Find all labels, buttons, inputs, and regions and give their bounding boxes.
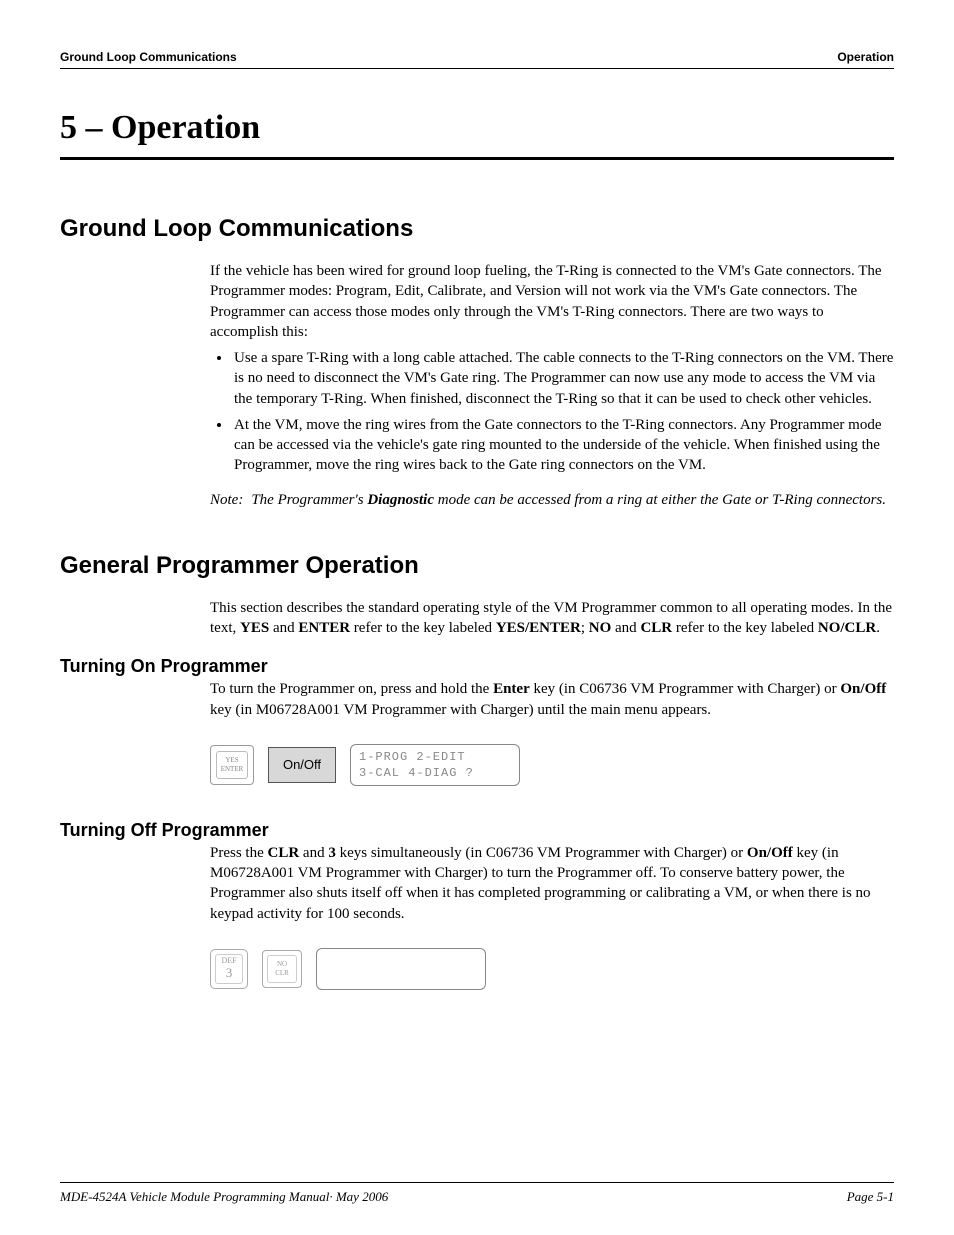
key-3-icon: DEF 3 xyxy=(210,949,248,989)
key-ref-enter: Enter xyxy=(493,681,530,697)
key-ref-clr: CLR xyxy=(640,620,672,636)
text: To turn the Programmer on, press and hol… xyxy=(210,681,493,697)
turn-off-illustration: DEF 3 NO CLR xyxy=(210,948,894,990)
general-op-paragraph: This section describes the standard oper… xyxy=(210,598,894,639)
key-ref-onoff: On/Off xyxy=(840,681,886,697)
onoff-key-icon: On/Off xyxy=(268,747,336,783)
chapter-title: 5 – Operation xyxy=(60,109,894,160)
intro-paragraph: If the vehicle has been wired for ground… xyxy=(210,261,894,342)
key-label-top: NO xyxy=(277,960,287,968)
key-ref-onoff: On/Off xyxy=(747,845,793,861)
turn-on-illustration: YES ENTER On/Off 1-PROG 2-EDIT 3-CAL 4-D… xyxy=(210,744,894,786)
text: key (in M06728A001 VM Programmer with Ch… xyxy=(210,702,711,718)
note-text: The Programmer's xyxy=(251,492,367,508)
subsection-turn-off-title: Turning Off Programmer xyxy=(60,820,894,841)
key-ref-3: 3 xyxy=(328,845,336,861)
bullet-list: Use a spare T-Ring with a long cable att… xyxy=(232,348,894,476)
turn-off-paragraph: Press the CLR and 3 keys simultaneously … xyxy=(210,843,894,924)
key-ref-yes: YES xyxy=(240,620,269,636)
subsection-turn-on-title: Turning On Programmer xyxy=(60,656,894,677)
key-label-bottom: CLR xyxy=(275,969,289,977)
turn-on-body: To turn the Programmer on, press and hol… xyxy=(210,679,894,720)
note-text: mode can be accessed from a ring at eith… xyxy=(434,492,886,508)
text: keys simultaneously (in C06736 VM Progra… xyxy=(336,845,747,861)
section-general-op-body: This section describes the standard oper… xyxy=(210,598,894,639)
text: and xyxy=(299,845,328,861)
yes-enter-key-icon: YES ENTER xyxy=(210,745,254,785)
section-ground-loop-body: If the vehicle has been wired for ground… xyxy=(210,261,894,510)
footer-left: MDE-4524A Vehicle Module Programming Man… xyxy=(60,1189,388,1205)
text: refer to the key labeled xyxy=(672,620,818,636)
bullet-item: Use a spare T-Ring with a long cable att… xyxy=(232,348,894,409)
text: refer to the key labeled xyxy=(350,620,496,636)
section-ground-loop-title: Ground Loop Communications xyxy=(60,215,894,243)
note-label: Note: xyxy=(210,490,243,510)
text: ; xyxy=(581,620,589,636)
text: and xyxy=(611,620,640,636)
note-bold: Diagnostic xyxy=(367,492,434,508)
text: . xyxy=(876,620,880,636)
key-label-bottom: ENTER xyxy=(221,765,244,773)
page-footer: MDE-4524A Vehicle Module Programming Man… xyxy=(60,1182,894,1205)
turn-on-paragraph: To turn the Programmer on, press and hol… xyxy=(210,679,894,720)
no-clr-key-icon: NO CLR xyxy=(262,950,302,988)
text: Press the xyxy=(210,845,268,861)
key-ref-clr: CLR xyxy=(268,845,300,861)
key-ref-enter: ENTER xyxy=(298,620,350,636)
lcd-display: 1-PROG 2-EDIT 3-CAL 4-DIAG ? xyxy=(350,744,520,786)
key-ref-noclr: NO/CLR xyxy=(818,620,876,636)
key-3-digit: 3 xyxy=(226,965,233,981)
footer-right: Page 5-1 xyxy=(847,1189,894,1205)
lcd-line-1: 1-PROG 2-EDIT xyxy=(359,749,511,765)
section-general-op-title: General Programmer Operation xyxy=(60,552,894,580)
key-3-top: DEF xyxy=(221,956,236,965)
bullet-item: At the VM, move the ring wires from the … xyxy=(232,415,894,476)
lcd-display-blank xyxy=(316,948,486,990)
note-body: The Programmer's Diagnostic mode can be … xyxy=(251,490,894,510)
header-right: Operation xyxy=(837,50,894,64)
note-block: Note: The Programmer's Diagnostic mode c… xyxy=(210,490,894,510)
key-ref-no: NO xyxy=(589,620,612,636)
header-left: Ground Loop Communications xyxy=(60,50,237,64)
key-ref-yesenter: YES/ENTER xyxy=(496,620,581,636)
running-header: Ground Loop Communications Operation xyxy=(60,50,894,69)
key-label-top: YES xyxy=(225,756,238,764)
lcd-line-2: 3-CAL 4-DIAG ? xyxy=(359,765,511,781)
text: key (in C06736 VM Programmer with Charge… xyxy=(530,681,841,697)
turn-off-body: Press the CLR and 3 keys simultaneously … xyxy=(210,843,894,924)
text: and xyxy=(269,620,298,636)
